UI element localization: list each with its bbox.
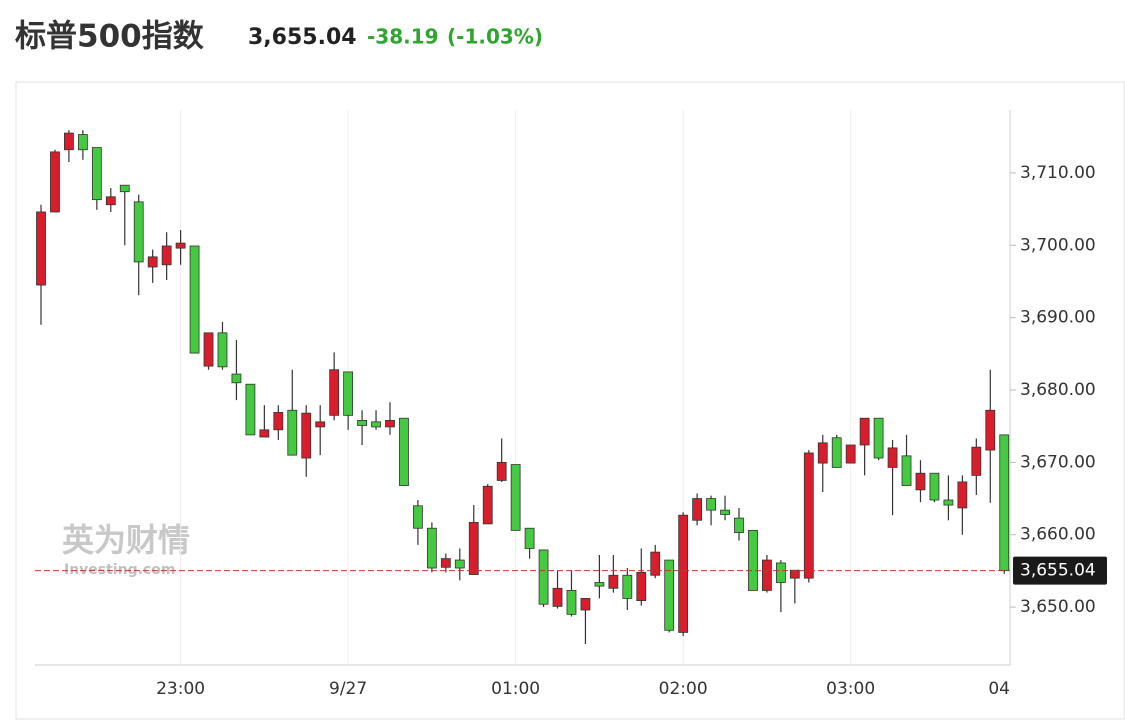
candle-body xyxy=(77,134,88,151)
candle-body xyxy=(64,132,74,151)
y-tick-label: 3,710.00 xyxy=(1020,163,1096,183)
candle-body xyxy=(203,332,214,367)
candle-body xyxy=(650,551,661,576)
price: 3,655.04 xyxy=(248,25,357,50)
candle-body xyxy=(119,184,130,193)
candle-body xyxy=(259,429,270,438)
candle-body xyxy=(566,590,577,615)
x-tick-label: 04 xyxy=(988,679,1010,699)
candle-body xyxy=(706,498,716,511)
candle-body xyxy=(524,527,535,549)
candle-body xyxy=(789,569,800,579)
plot xyxy=(36,110,1010,665)
candle-body xyxy=(287,409,298,456)
watermark: Investing.com xyxy=(64,562,175,578)
x-tick-label: 23:00 xyxy=(156,679,205,699)
x-tick-label: 9/27 xyxy=(329,679,367,699)
candle-body xyxy=(901,455,912,486)
candle-body xyxy=(831,437,842,468)
candle-body xyxy=(189,245,200,354)
candle-body xyxy=(915,472,926,491)
candle-body xyxy=(91,147,102,201)
candle-body xyxy=(357,419,367,426)
candle-body xyxy=(873,417,884,459)
candle-body xyxy=(329,369,340,416)
x-tick-label: 02:00 xyxy=(659,679,708,699)
candle-body xyxy=(510,464,521,531)
candle-body xyxy=(399,417,409,486)
chart-panel xyxy=(15,81,1125,720)
candle-body xyxy=(552,587,563,607)
candle-body xyxy=(301,412,312,459)
y-tick-label: 3,660.00 xyxy=(1020,525,1096,545)
candle-body xyxy=(50,151,60,213)
y-tick-label: 3,650.00 xyxy=(1020,597,1096,617)
y-tick-label: 3,680.00 xyxy=(1020,380,1096,400)
candle-body xyxy=(413,505,423,529)
x-tick-label: 01:00 xyxy=(491,679,540,699)
candle-body xyxy=(538,549,549,605)
candle-body xyxy=(496,461,507,481)
candle-body xyxy=(929,472,940,501)
y-tick-label: 3,670.00 xyxy=(1020,452,1096,472)
candle-body xyxy=(845,444,856,464)
candle-body xyxy=(943,499,954,506)
candle-body xyxy=(273,412,284,431)
candle-body xyxy=(594,582,605,587)
candle-body xyxy=(245,383,256,436)
candle-body xyxy=(468,522,479,575)
candle-body xyxy=(859,417,870,446)
candle-body xyxy=(817,442,828,464)
y-tick-label: 3,690.00 xyxy=(1020,308,1096,328)
candle-body xyxy=(720,509,730,515)
candle-body xyxy=(426,527,437,569)
candle-body xyxy=(343,371,354,416)
candle-body xyxy=(217,332,228,368)
candle-body xyxy=(36,211,46,286)
candle-body xyxy=(482,485,493,525)
candle-body xyxy=(315,421,326,428)
candle-body xyxy=(775,562,786,583)
candle-body xyxy=(734,517,744,533)
candle-body xyxy=(133,201,144,263)
candle-body xyxy=(608,574,619,589)
candle-body xyxy=(161,245,172,266)
last-price-box xyxy=(1013,556,1107,585)
candle-body xyxy=(622,574,633,599)
candle-body xyxy=(440,558,451,568)
candle-body xyxy=(385,419,395,428)
candle-body xyxy=(803,452,814,579)
candle-body xyxy=(105,196,116,206)
candle-body xyxy=(692,498,703,521)
candle-body xyxy=(999,434,1010,572)
candle-body xyxy=(971,446,982,476)
candle-body xyxy=(371,421,381,428)
candle-body xyxy=(887,447,898,468)
candle-body xyxy=(985,409,996,451)
title: 标普500指数 xyxy=(15,19,204,55)
candle-body xyxy=(957,481,968,509)
candle-body xyxy=(231,373,242,384)
candle-body xyxy=(664,559,675,631)
change: -38.19 xyxy=(367,25,439,49)
candle-body xyxy=(454,559,465,569)
candle-body xyxy=(678,514,689,633)
watermark: 英为财情 xyxy=(62,521,190,559)
candle-body xyxy=(580,598,591,611)
change-percent: (-1.03%) xyxy=(447,25,543,49)
last-price-label: 3,655.04 xyxy=(1020,561,1096,581)
candle-body xyxy=(147,256,158,268)
candle-body xyxy=(636,571,647,601)
candle-body xyxy=(748,529,758,591)
candle-body xyxy=(762,559,772,591)
x-tick-label: 03:00 xyxy=(826,679,875,699)
y-tick-label: 3,700.00 xyxy=(1020,235,1096,255)
candle-body xyxy=(175,242,186,249)
